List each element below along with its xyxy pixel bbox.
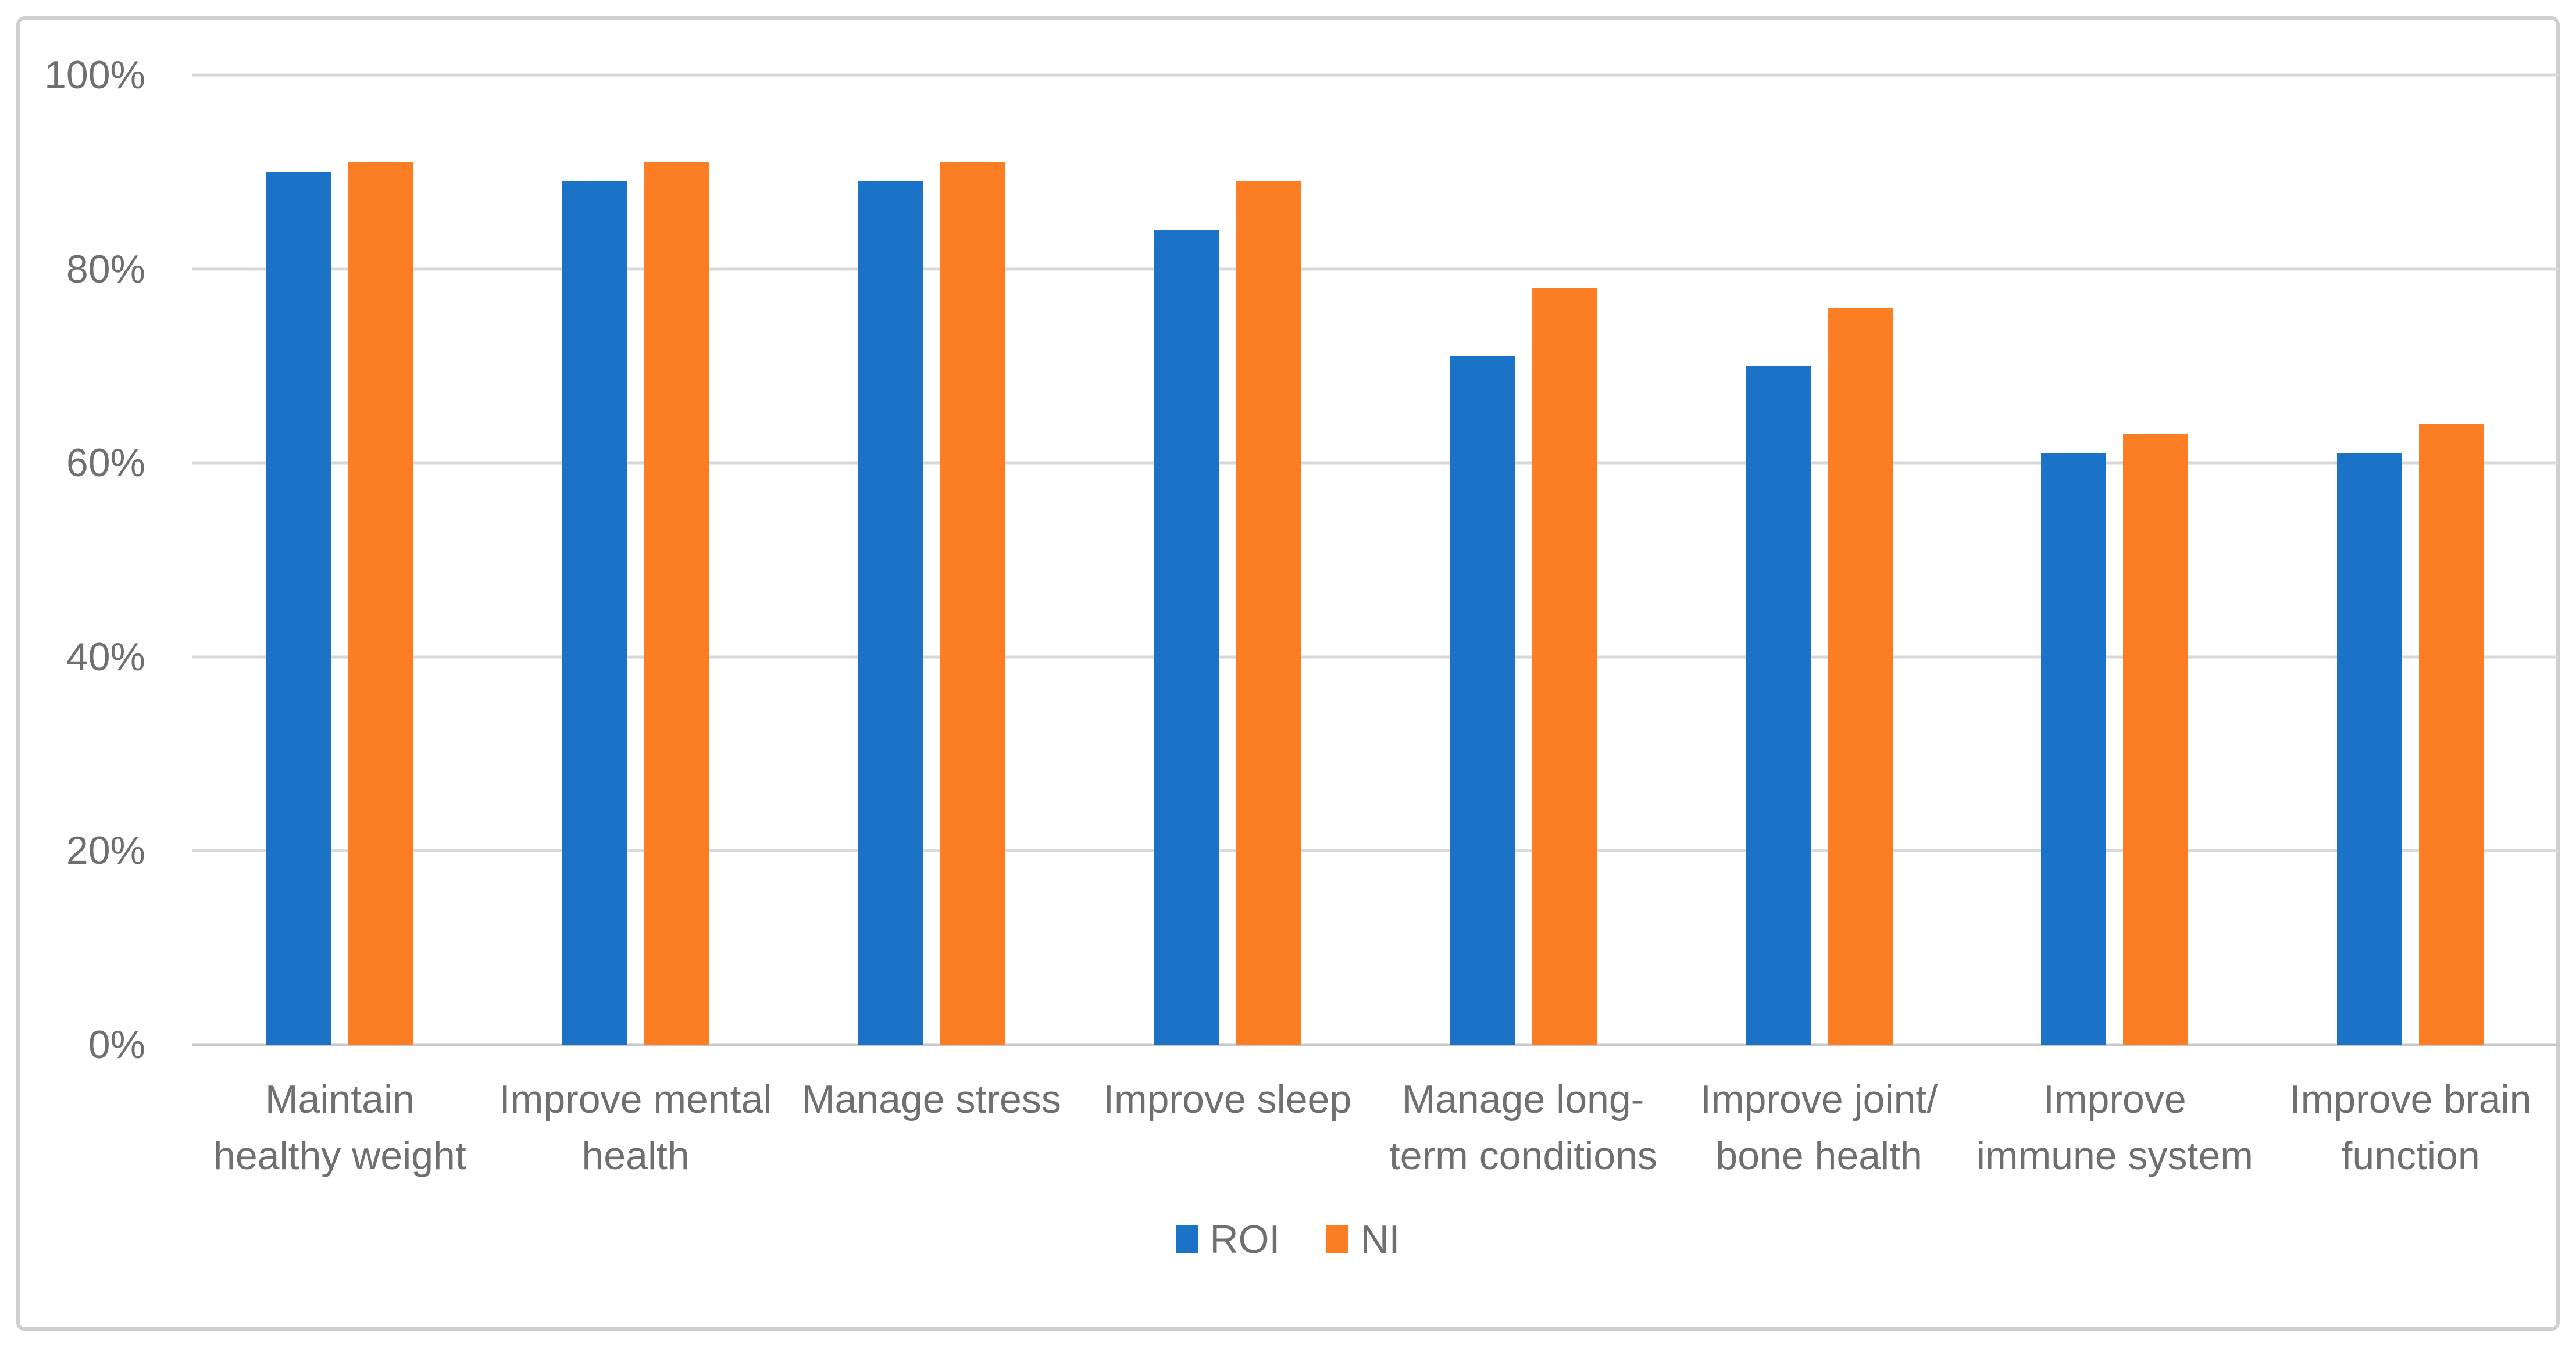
- bar-roi-6: [2041, 453, 2107, 1045]
- legend-label-ni: NI: [1360, 1217, 1400, 1262]
- bar-roi-3: [1154, 230, 1219, 1045]
- category-label-0: Maintain healthy weight: [213, 1077, 466, 1178]
- bar-group-7: [2263, 75, 2559, 1045]
- gridline-80: [192, 267, 2559, 271]
- bar-group-1: [488, 75, 784, 1045]
- y-tick-label-20: 20%: [66, 828, 145, 873]
- bar-ni-0: [348, 162, 413, 1045]
- bar-groups-layer: [192, 75, 2559, 1045]
- x-axis-category-labels: Maintain healthy weight Improve mental he…: [192, 1071, 2559, 1184]
- bar-roi-4: [1449, 356, 1515, 1045]
- bar-ni-2: [940, 162, 1005, 1045]
- bar-roi-1: [562, 181, 627, 1045]
- y-tick-label-60: 60%: [66, 441, 145, 485]
- category-label-7: Improve brain function: [2289, 1077, 2532, 1178]
- y-tick-label-80: 80%: [66, 246, 145, 291]
- bar-ni-3: [1236, 181, 1301, 1045]
- bar-roi-7: [2337, 453, 2403, 1045]
- category-label-3: Improve sleep: [1103, 1077, 1352, 1121]
- bar-ni-1: [644, 162, 709, 1045]
- legend-entry-roi: ROI: [1176, 1220, 1280, 1259]
- legend-entry-ni: NI: [1326, 1220, 1400, 1259]
- bar-group-3: [1079, 75, 1375, 1045]
- category-label-4: Manage long- term conditions: [1389, 1077, 1657, 1178]
- y-axis: 0% 20% 40% 60% 80% 100%: [0, 55, 145, 1064]
- chart-legend: ROI NI: [0, 1220, 2576, 1259]
- legend-swatch-ni: [1326, 1225, 1349, 1253]
- gridline-0: [192, 1043, 2559, 1046]
- bar-group-6: [1967, 75, 2263, 1045]
- y-tick-label-0: 0%: [88, 1023, 145, 1067]
- category-label-1: Improve mental health: [499, 1077, 772, 1178]
- bar-group-0: [192, 75, 488, 1045]
- bar-ni-6: [2123, 434, 2189, 1045]
- legend-swatch-roi: [1176, 1225, 1198, 1253]
- bar-group-5: [1671, 75, 1967, 1045]
- legend-label-roi: ROI: [1209, 1217, 1280, 1262]
- bar-roi-0: [266, 171, 331, 1045]
- gridline-40: [192, 655, 2559, 659]
- bar-group-2: [784, 75, 1080, 1045]
- category-label-5: Improve joint/ bone health: [1700, 1077, 1938, 1178]
- bar-ni-4: [1531, 288, 1597, 1045]
- gridline-100: [192, 73, 2559, 77]
- y-tick-label-100: 100%: [44, 53, 145, 97]
- gridline-20: [192, 849, 2559, 852]
- category-label-6: Improve immune system: [1976, 1077, 2253, 1178]
- bar-roi-5: [1745, 366, 1811, 1045]
- bar-roi-2: [858, 181, 923, 1045]
- bar-ni-7: [2419, 424, 2485, 1045]
- category-label-2: Manage stress: [801, 1077, 1061, 1121]
- bar-ni-5: [1827, 308, 1893, 1045]
- y-tick-label-40: 40%: [66, 634, 145, 679]
- plot-area: [192, 73, 2559, 1046]
- bar-group-4: [1375, 75, 1671, 1045]
- gridline-60: [192, 461, 2559, 465]
